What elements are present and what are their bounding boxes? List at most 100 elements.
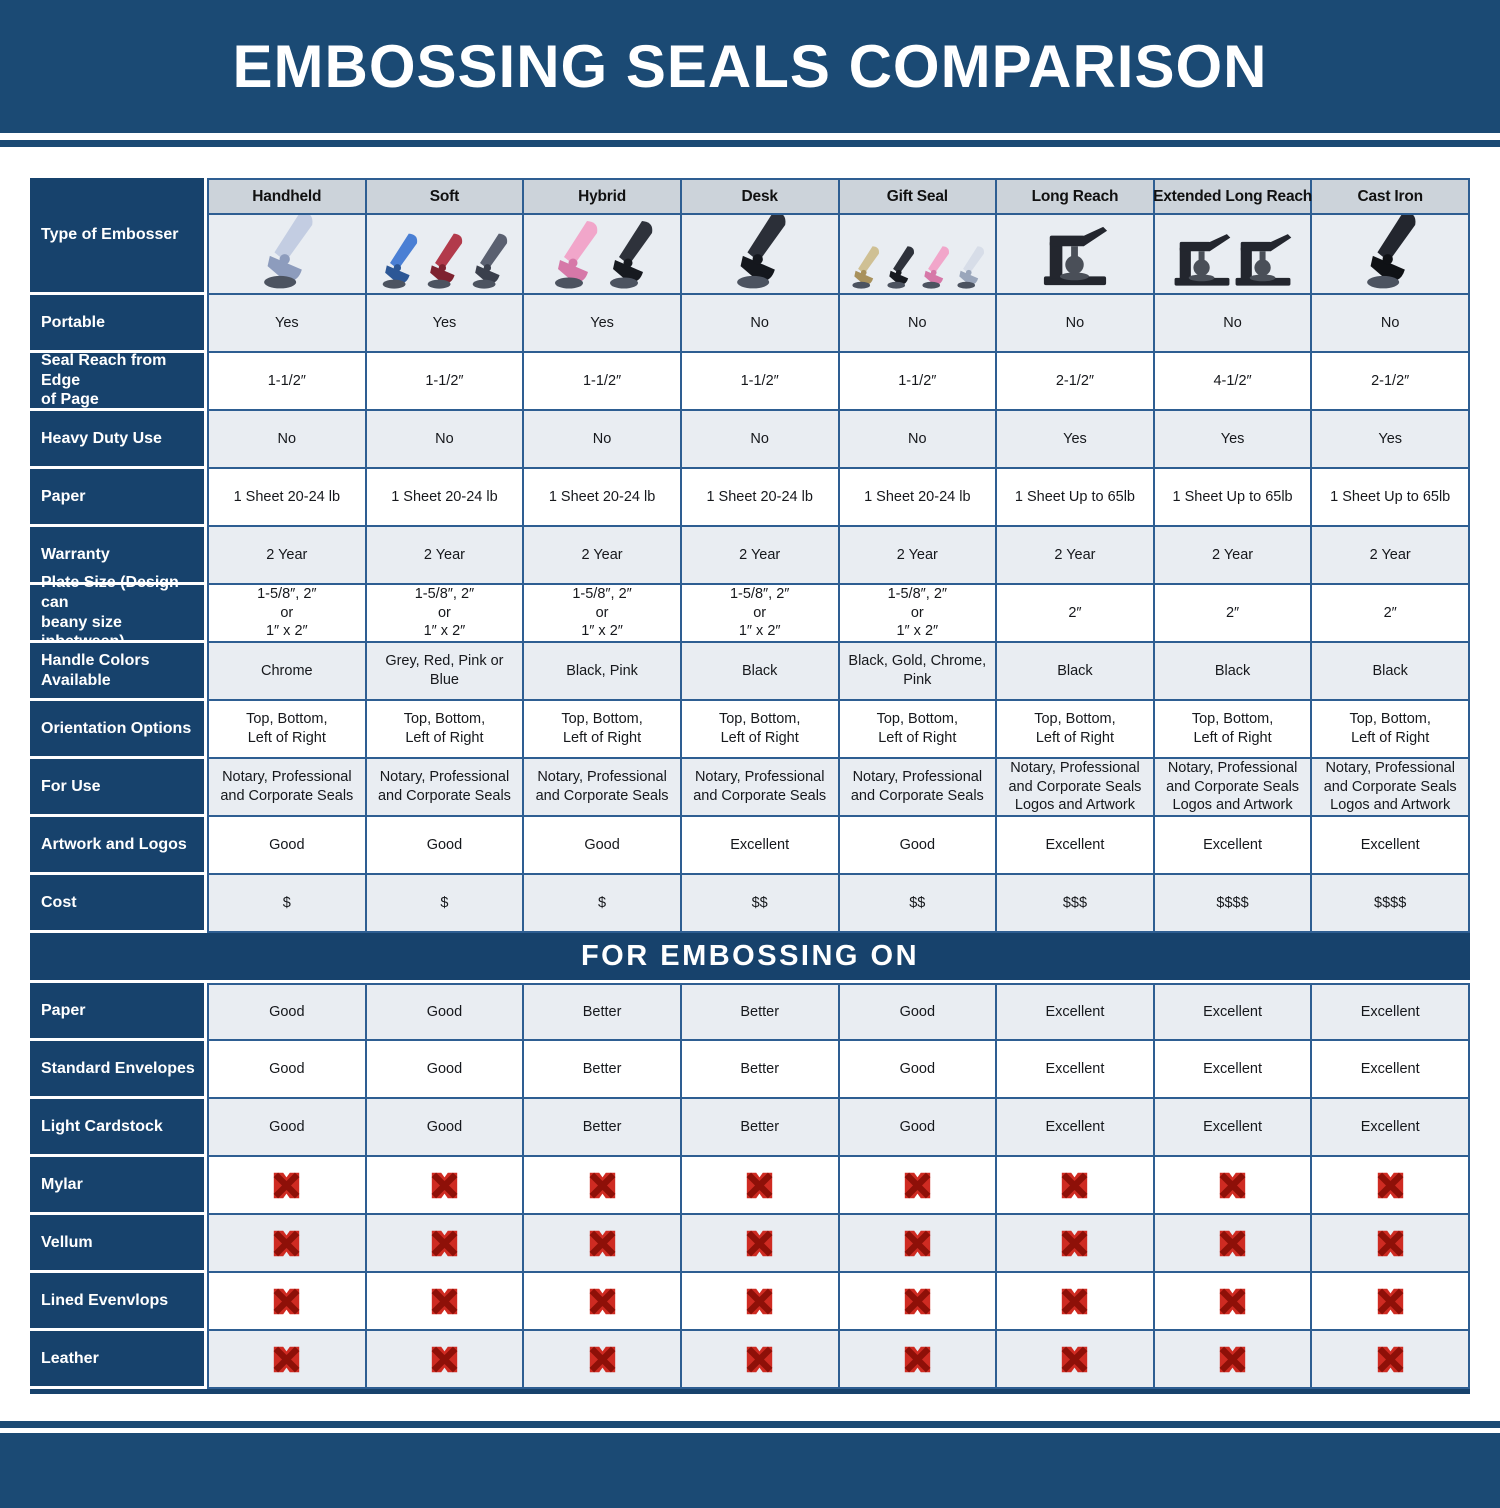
cell-embossing-paper-extended-long-reach: Excellent bbox=[1154, 983, 1313, 1041]
not-suitable-x-icon bbox=[431, 1288, 458, 1314]
cell-cost-handheld: $ bbox=[207, 875, 367, 933]
cell-embossing-lined-evenvlops-extended-long-reach bbox=[1154, 1273, 1313, 1331]
cell-embossing-mylar-gift-seal bbox=[839, 1157, 998, 1215]
not-suitable-x-icon bbox=[746, 1346, 773, 1372]
cell-embossing-standard-envelopes-extended-long-reach: Excellent bbox=[1154, 1041, 1313, 1099]
row-artwork-and-logos: Artwork and Logos Good Good Good Excellent Go… bbox=[30, 817, 1470, 875]
cell-embossing-vellum-hybrid bbox=[524, 1215, 682, 1273]
cell-embossing-paper-soft: Good bbox=[366, 983, 525, 1041]
header-divider-line bbox=[0, 140, 1500, 147]
cell-heavy-duty-use-gift-seal: No bbox=[839, 411, 998, 469]
not-suitable-x-icon bbox=[1377, 1288, 1404, 1314]
not-suitable-x-icon bbox=[1062, 1288, 1088, 1314]
handheld-embosser-icon bbox=[554, 221, 597, 289]
cell-embossing-paper-hybrid: Better bbox=[524, 983, 682, 1041]
cell-embossing-vellum-cast-iron bbox=[1312, 1215, 1470, 1273]
column-long-reach: Long Reach bbox=[997, 178, 1155, 295]
handheld-embosser-icon bbox=[852, 246, 879, 289]
extended-long-reach-embosser-image bbox=[1154, 215, 1311, 293]
cell-embossing-lined-evenvlops-handheld bbox=[207, 1273, 367, 1331]
cell-handle-colors-cast-iron: Black bbox=[1312, 643, 1470, 701]
cell-embossing-light-cardstock-handheld: Good bbox=[207, 1099, 367, 1157]
not-suitable-x-icon bbox=[589, 1346, 615, 1372]
cell-orientation-options-hybrid: Top, Bottom, Left of Right bbox=[524, 701, 682, 759]
cell-embossing-leather-gift-seal bbox=[839, 1331, 998, 1389]
cell-plate-size-cast-iron: 2″ bbox=[1312, 585, 1470, 643]
cell-orientation-options-long-reach: Top, Bottom, Left of Right bbox=[997, 701, 1155, 759]
cell-seal-reach-extended-long-reach: 4-1/2″ bbox=[1154, 353, 1313, 411]
handheld-embosser-icon bbox=[428, 233, 463, 289]
cell-heavy-duty-use-extended-long-reach: Yes bbox=[1154, 411, 1313, 469]
cell-orientation-options-soft: Top, Bottom, Left of Right bbox=[366, 701, 525, 759]
cell-plate-size-gift-seal: 1-5/8″, 2″ or 1″ x 2″ bbox=[839, 585, 998, 643]
cell-embossing-mylar-handheld bbox=[207, 1157, 367, 1215]
cell-embossing-standard-envelopes-hybrid: Better bbox=[524, 1041, 682, 1099]
row-paper: Paper 1 Sheet 20-24 lb 1 Sheet 20-24 lb 1 S… bbox=[30, 469, 1470, 527]
row-portable: Portable Yes Yes Yes No No No No No bbox=[30, 295, 1470, 353]
cell-embossing-lined-evenvlops-long-reach bbox=[997, 1273, 1155, 1331]
row-seal-reach: Seal Reach from Edge of Page 1-1/2″ 1-1/2″ 1… bbox=[30, 352, 1470, 411]
cell-embossing-standard-envelopes-cast-iron: Excellent bbox=[1312, 1041, 1470, 1099]
row-handle-colors: Handle Colors Available Chrome Grey, Red, … bbox=[30, 643, 1470, 701]
cell-artwork-and-logos-long-reach: Excellent bbox=[997, 817, 1155, 875]
not-suitable-x-icon bbox=[746, 1230, 773, 1256]
cell-plate-size-soft: 1-5/8″, 2″ or 1″ x 2″ bbox=[366, 585, 525, 643]
not-suitable-x-icon bbox=[431, 1230, 458, 1256]
embosser-type-row: Type of Embosser Handheld Soft Hybrid bbox=[30, 178, 1470, 295]
embossing-on-rows: Paper Good Good Better Better Good Excellent Ex… bbox=[30, 983, 1470, 1389]
row-label-plate-size: Plate Size (Design can beany size inbetwe… bbox=[30, 574, 207, 650]
cell-embossing-light-cardstock-soft: Good bbox=[366, 1099, 525, 1157]
cell-embossing-mylar-desk bbox=[681, 1157, 840, 1215]
cell-seal-reach-gift-seal: 1-1/2″ bbox=[839, 353, 998, 411]
column-header-gift-seal: Gift Seal bbox=[839, 180, 996, 215]
cell-portable-desk: No bbox=[681, 295, 840, 353]
not-suitable-x-icon bbox=[1219, 1172, 1246, 1198]
row-embossing-standard-envelopes: Standard Envelopes Good Good Better Better Go… bbox=[30, 1041, 1470, 1099]
cell-plate-size-extended-long-reach: 2″ bbox=[1154, 585, 1313, 643]
cell-embossing-light-cardstock-long-reach: Excellent bbox=[997, 1099, 1155, 1157]
not-suitable-x-icon bbox=[431, 1346, 458, 1372]
cell-for-use-cast-iron: Notary, Professional and Corporate Seals L… bbox=[1312, 759, 1470, 817]
column-header-handheld: Handheld bbox=[209, 180, 365, 215]
cell-embossing-lined-evenvlops-cast-iron bbox=[1312, 1273, 1470, 1331]
cell-for-use-long-reach: Notary, Professional and Corporate Seals L… bbox=[997, 759, 1155, 817]
not-suitable-x-icon bbox=[904, 1288, 931, 1314]
not-suitable-x-icon bbox=[1377, 1230, 1404, 1256]
cell-warranty-handheld: 2 Year bbox=[207, 527, 367, 585]
cell-for-use-hybrid: Notary, Professional and Corporate Seals bbox=[524, 759, 682, 817]
cell-embossing-lined-evenvlops-hybrid bbox=[524, 1273, 682, 1331]
cell-for-use-gift-seal: Notary, Professional and Corporate Seals bbox=[839, 759, 998, 817]
not-suitable-x-icon bbox=[1219, 1230, 1246, 1256]
handheld-embosser-icon bbox=[922, 246, 949, 289]
row-orientation-options: Orientation Options Top, Bottom, Left of R… bbox=[30, 701, 1470, 759]
not-suitable-x-icon bbox=[589, 1172, 615, 1198]
cell-embossing-leather-desk bbox=[681, 1331, 840, 1389]
handheld-embosser-icon bbox=[263, 215, 313, 289]
not-suitable-x-icon bbox=[273, 1288, 300, 1314]
cell-artwork-and-logos-extended-long-reach: Excellent bbox=[1154, 817, 1313, 875]
cell-embossing-leather-extended-long-reach bbox=[1154, 1331, 1313, 1389]
cell-seal-reach-long-reach: 2-1/2″ bbox=[997, 353, 1155, 411]
row-cost: Cost $ $ $ $$ $$ $$$ $$$$ $$$$ bbox=[30, 875, 1470, 933]
cell-heavy-duty-use-desk: No bbox=[681, 411, 840, 469]
cell-plate-size-desk: 1-5/8″, 2″ or 1″ x 2″ bbox=[681, 585, 840, 643]
section-header-for-embossing-on: FOR EMBOSSING ON bbox=[30, 933, 1470, 983]
row-embossing-lined-evenvlops: Lined Evenvlops bbox=[30, 1273, 1470, 1331]
cell-seal-reach-desk: 1-1/2″ bbox=[681, 353, 840, 411]
not-suitable-x-icon bbox=[1377, 1346, 1404, 1372]
cell-embossing-leather-long-reach bbox=[997, 1331, 1155, 1389]
cell-cost-hybrid: $ bbox=[524, 875, 682, 933]
row-label-embossing-mylar: Mylar bbox=[30, 1157, 207, 1215]
cell-embossing-mylar-soft bbox=[366, 1157, 525, 1215]
cell-plate-size-handheld: 1-5/8″, 2″ or 1″ x 2″ bbox=[207, 585, 367, 643]
row-plate-size: Plate Size (Design can beany size inbetwe… bbox=[30, 574, 1470, 650]
row-label-artwork-and-logos: Artwork and Logos bbox=[30, 817, 207, 875]
not-suitable-x-icon bbox=[746, 1172, 773, 1198]
cell-embossing-lined-evenvlops-soft bbox=[366, 1273, 525, 1331]
gift-seal-embosser-image bbox=[839, 215, 996, 293]
cell-embossing-leather-handheld bbox=[207, 1331, 367, 1389]
footer-divider-line bbox=[0, 1421, 1500, 1428]
page-footer bbox=[0, 1433, 1500, 1508]
cell-paper-hybrid: 1 Sheet 20-24 lb bbox=[524, 469, 682, 527]
cell-cost-soft: $ bbox=[366, 875, 525, 933]
